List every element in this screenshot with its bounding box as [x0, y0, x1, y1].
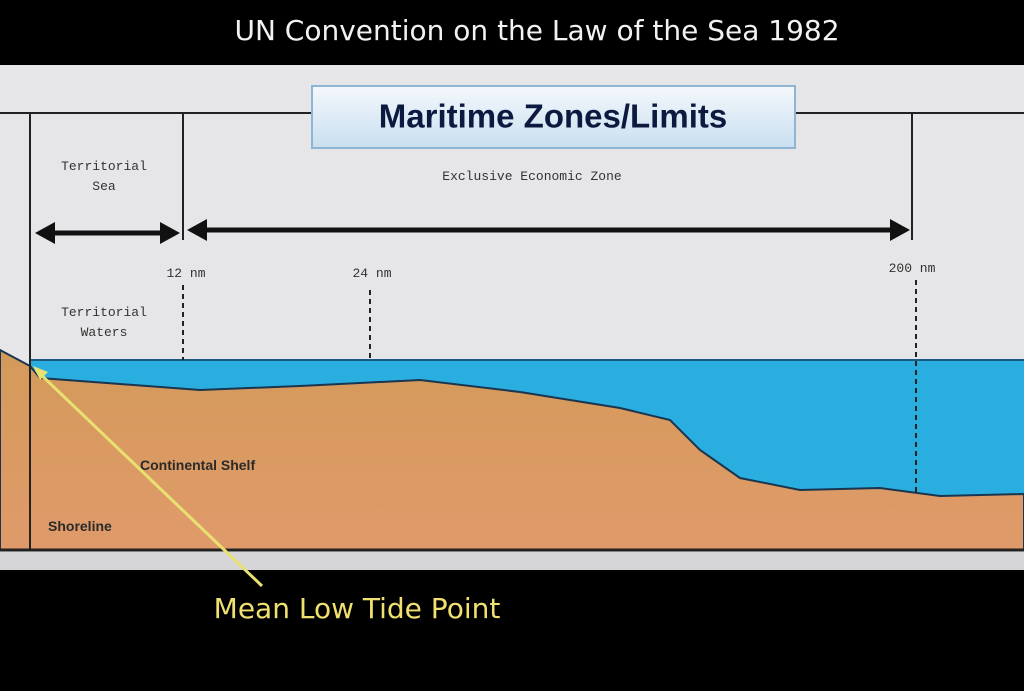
diagram-title-box — [311, 85, 796, 149]
slide-title: UN Convention on the Law of the Sea 1982 — [234, 14, 839, 47]
limit-label: 12 nm — [166, 266, 205, 281]
diagram-title: Maritime Zones/Limits — [379, 98, 727, 135]
pointer — [34, 368, 264, 588]
shoreline-label: Shoreline — [48, 518, 112, 534]
seabed — [0, 348, 1024, 551]
zone-label: Exclusive Economic Zone — [442, 169, 621, 184]
panel-foot — [0, 552, 1024, 570]
waters-label: Territorial — [61, 305, 147, 320]
waters-label: Waters — [81, 325, 128, 340]
shelf-label: Continental Shelf — [140, 457, 255, 473]
limit-label: 200 nm — [889, 261, 936, 276]
zone-label: Territorial — [61, 159, 147, 174]
limit-label: 24 nm — [352, 266, 391, 281]
annotation: Mean Low Tide Point — [214, 592, 501, 625]
zone-label: Sea — [92, 179, 116, 194]
pointer-head — [33, 366, 48, 380]
